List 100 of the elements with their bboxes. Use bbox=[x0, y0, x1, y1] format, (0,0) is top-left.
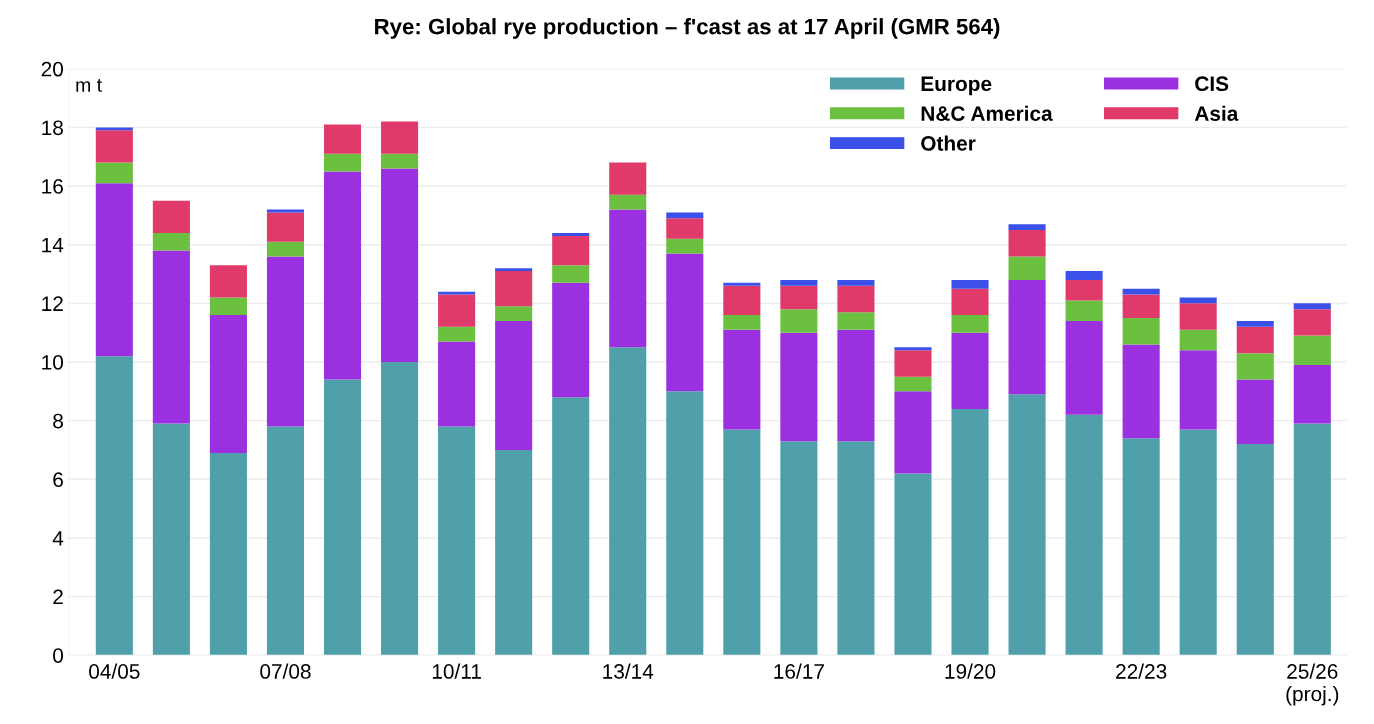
bar bbox=[209, 315, 247, 453]
bar bbox=[266, 212, 305, 242]
bar bbox=[95, 127, 133, 131]
bar bbox=[495, 306, 533, 321]
y-tick-label: 6 bbox=[53, 472, 63, 488]
bar bbox=[381, 121, 419, 154]
bar bbox=[951, 279, 989, 289]
bar bbox=[1008, 279, 1046, 395]
x-tick-label: 25/26 (proj.) bbox=[1286, 663, 1339, 706]
bar bbox=[95, 162, 133, 184]
bar bbox=[266, 241, 305, 257]
y-tick-label: 16 bbox=[42, 179, 63, 194]
bar bbox=[95, 356, 133, 656]
bar bbox=[780, 309, 818, 333]
bar bbox=[1236, 353, 1274, 380]
bar bbox=[666, 238, 704, 254]
bar bbox=[1065, 279, 1103, 301]
bar bbox=[552, 235, 590, 266]
bar bbox=[1065, 414, 1103, 656]
bar bbox=[1122, 288, 1160, 295]
bar bbox=[951, 288, 989, 316]
y-tick-label: 10 bbox=[42, 355, 64, 370]
bar bbox=[152, 200, 190, 233]
bar bbox=[666, 218, 704, 239]
bar bbox=[495, 268, 533, 272]
y-tick-label: 2 bbox=[53, 589, 63, 605]
bar bbox=[552, 232, 590, 236]
bar bbox=[323, 171, 362, 380]
x-tick-label: 07/08 bbox=[260, 663, 311, 679]
bar bbox=[723, 315, 761, 330]
bar bbox=[266, 256, 305, 427]
bar bbox=[1179, 303, 1217, 330]
bar bbox=[1065, 320, 1103, 415]
bar bbox=[1179, 350, 1217, 430]
bar bbox=[780, 279, 818, 286]
bar bbox=[723, 285, 761, 316]
bar bbox=[552, 265, 590, 283]
bar bbox=[1122, 294, 1160, 319]
bar bbox=[438, 326, 476, 342]
y-tick-label: 18 bbox=[42, 120, 63, 136]
bar bbox=[95, 183, 133, 357]
bar bbox=[894, 350, 932, 377]
y-tick-label: 0 bbox=[53, 648, 64, 663]
y-tick-label: 4 bbox=[52, 531, 64, 546]
bar bbox=[1236, 326, 1274, 354]
bar bbox=[552, 397, 590, 656]
bar bbox=[666, 212, 704, 219]
chart-title: Rye: Global rye production – f'cast as at 17 April (GMR 564) bbox=[375, 18, 1000, 39]
legend-label: Other bbox=[921, 135, 976, 151]
bar bbox=[1122, 438, 1160, 656]
bar bbox=[438, 426, 476, 656]
bar bbox=[552, 282, 590, 398]
x-tick-label: 22/23 bbox=[1116, 663, 1167, 679]
legend-label: Asia bbox=[1194, 105, 1239, 121]
bar bbox=[209, 265, 247, 298]
x-tick-label: 13/14 bbox=[603, 663, 654, 679]
bar bbox=[495, 320, 533, 450]
legend-label: Europe bbox=[921, 76, 992, 96]
bar bbox=[609, 209, 647, 348]
bar bbox=[1008, 256, 1046, 280]
x-tick-label: 19/20 bbox=[945, 663, 996, 679]
bar bbox=[780, 332, 818, 442]
bar bbox=[152, 423, 190, 656]
bar bbox=[209, 297, 247, 316]
bar bbox=[894, 376, 932, 392]
bar bbox=[1179, 297, 1217, 304]
legend-label: CIS bbox=[1195, 76, 1229, 92]
y-axis-title: m t bbox=[76, 79, 102, 92]
bar bbox=[381, 362, 419, 656]
bar bbox=[837, 279, 875, 286]
x-tick-label: 16/17 bbox=[774, 663, 824, 679]
bar bbox=[723, 429, 761, 656]
bar bbox=[266, 426, 305, 656]
bar bbox=[1236, 379, 1274, 445]
bar bbox=[780, 441, 818, 656]
bar bbox=[381, 168, 419, 362]
bar bbox=[894, 391, 932, 474]
bar bbox=[152, 232, 190, 251]
legend-label: N&C America bbox=[921, 105, 1053, 121]
bar bbox=[666, 391, 704, 656]
bar bbox=[1065, 271, 1103, 280]
bar bbox=[152, 250, 190, 424]
bar bbox=[1179, 429, 1217, 656]
bar bbox=[1236, 320, 1274, 327]
bar bbox=[1293, 364, 1331, 424]
bar bbox=[438, 291, 476, 295]
bar bbox=[1236, 444, 1274, 656]
y-tick-label: 14 bbox=[42, 237, 64, 253]
bar bbox=[95, 130, 133, 163]
bar bbox=[609, 194, 647, 210]
bar bbox=[837, 285, 875, 313]
bar bbox=[1008, 224, 1046, 231]
bar bbox=[323, 153, 362, 172]
bar bbox=[381, 153, 419, 169]
bar bbox=[1065, 300, 1103, 321]
bar bbox=[1122, 344, 1160, 439]
bar bbox=[1293, 335, 1331, 365]
x-tick-label: 10/11 bbox=[432, 663, 481, 679]
bar bbox=[837, 329, 875, 442]
bar bbox=[894, 347, 932, 351]
